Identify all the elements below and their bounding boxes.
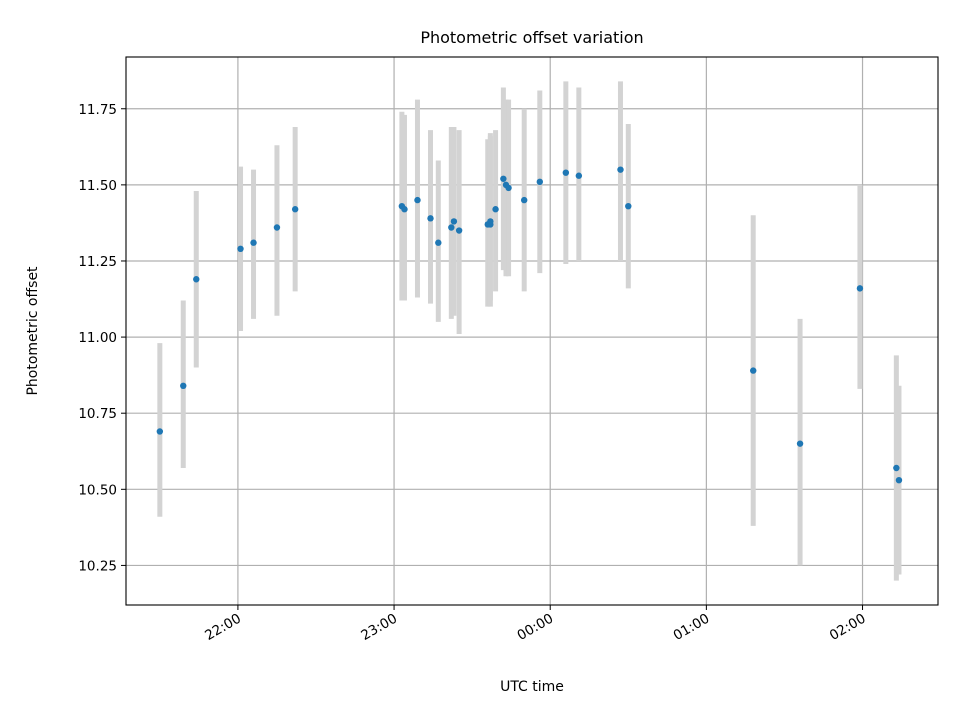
data-point: [492, 206, 499, 213]
y-tick-label: 11.50: [78, 178, 117, 194]
data-point: [291, 206, 299, 213]
y-axis-label: Photometric offset: [25, 266, 41, 396]
data-point: [500, 175, 507, 182]
data-point: [455, 227, 463, 234]
y-tick-label: 11.00: [78, 330, 117, 346]
data-point: [435, 239, 442, 246]
grid: [126, 57, 938, 605]
y-tick-label: 10.50: [78, 482, 117, 498]
data-point: [895, 476, 903, 484]
data-point: [156, 428, 164, 435]
data-point: [575, 172, 583, 179]
data-point: [450, 218, 458, 225]
chart-title: Photometric offset variation: [420, 28, 643, 47]
data-point: [750, 367, 757, 374]
data-point: [856, 285, 864, 292]
data-points: [156, 166, 903, 484]
data-point: [180, 382, 187, 389]
y-tick-label: 11.75: [78, 102, 117, 118]
data-point: [273, 224, 281, 231]
y-axis: 10.25 10.50 10.75 11.00 11.25 11.50 11.75: [78, 102, 126, 574]
y-tick-label: 11.25: [78, 254, 117, 270]
data-point: [250, 239, 257, 246]
data-point: [401, 206, 408, 213]
data-point: [562, 169, 570, 176]
data-point: [520, 196, 528, 204]
x-axis-label: UTC time: [500, 679, 564, 695]
data-point: [617, 166, 624, 173]
data-point: [487, 218, 494, 225]
y-tick-label: 10.75: [78, 406, 117, 422]
data-point: [427, 215, 434, 222]
data-point: [414, 196, 421, 204]
y-tick-label: 10.25: [78, 558, 117, 574]
data-point: [796, 440, 804, 447]
data-point: [505, 184, 512, 192]
data-point: [448, 224, 455, 231]
data-point: [625, 202, 632, 210]
plot-frame: [125, 56, 939, 606]
data-point: [237, 245, 244, 252]
data-point: [193, 276, 200, 283]
data-point: [893, 464, 900, 472]
data-point: [536, 178, 544, 186]
